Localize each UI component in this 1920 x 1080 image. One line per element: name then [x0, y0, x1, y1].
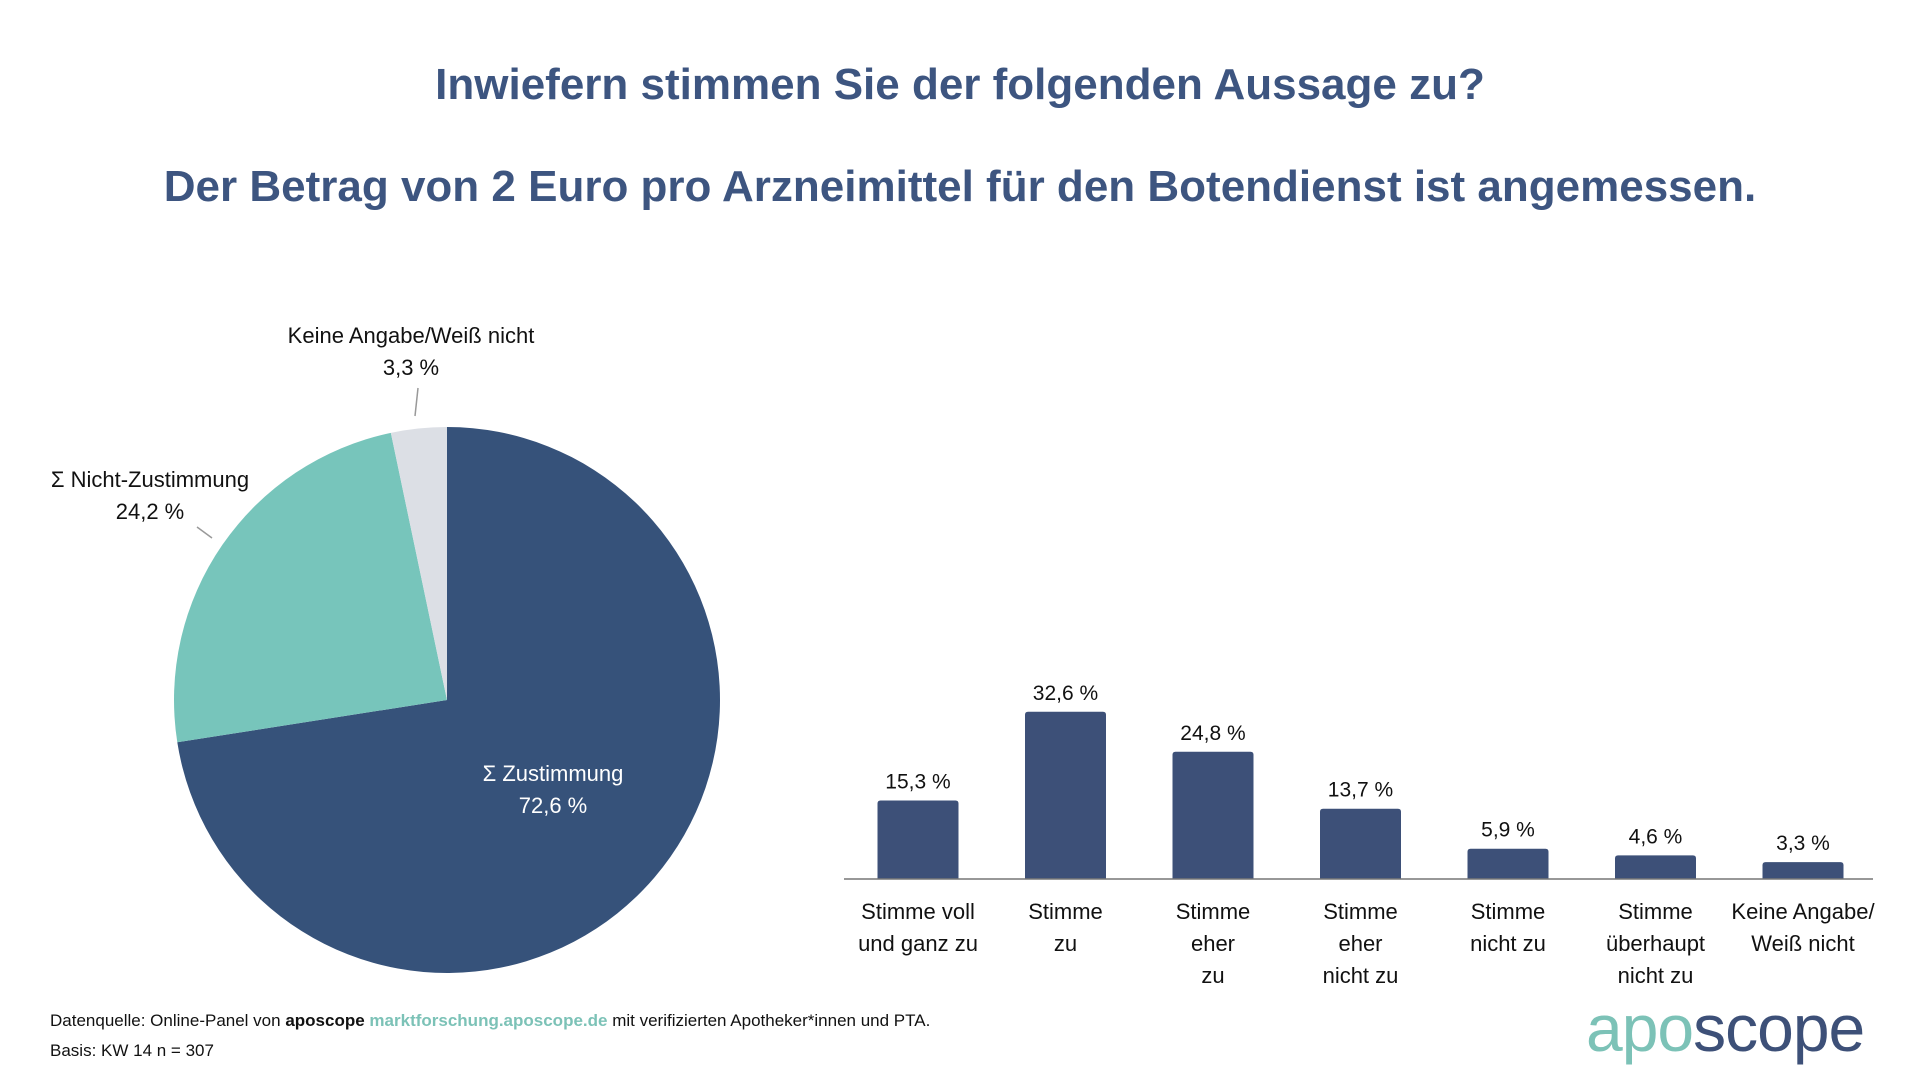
pie-slice-0	[177, 427, 721, 973]
chart-title: Inwiefern stimmen Sie der folgenden Auss…	[435, 60, 1485, 109]
bar-value-label-0: 15,3 %	[885, 771, 950, 794]
bar-6	[1762, 862, 1844, 879]
leader-line-none	[414, 387, 419, 417]
pie-label-2: Keine Angabe/Weiß nicht	[288, 323, 535, 348]
basis-note: Basis: KW 14 n = 307	[50, 1041, 214, 1060]
leader-line-disagree	[196, 526, 213, 539]
bar-value-label-5: 4,6 %	[1629, 825, 1683, 848]
pie-label-0: Σ Zustimmung	[483, 761, 624, 786]
category-label-4-1: nicht zu	[1470, 931, 1546, 956]
category-label-6-0: Keine Angabe/	[1731, 899, 1875, 924]
pie-value-label-2: 3,3 %	[383, 355, 439, 380]
pie-slice-2	[390, 427, 447, 700]
source-brand: aposcope	[285, 1011, 365, 1030]
category-label-5-2: nicht zu	[1618, 963, 1694, 988]
category-label-6-1: Weiß nicht	[1751, 931, 1855, 956]
category-label-5-1: überhaupt	[1606, 931, 1705, 956]
logo-part-apo: apo	[1586, 991, 1694, 1065]
bar-value-label-3: 13,7 %	[1328, 779, 1393, 802]
category-label-3-0: Stimme	[1323, 899, 1398, 924]
category-label-1-0: Stimme	[1028, 899, 1103, 924]
chart-subtitle: Der Betrag von 2 Euro pro Arzneimittel f…	[163, 162, 1757, 211]
source-suffix: mit verifizierten Apotheker*innen und PT…	[607, 1011, 931, 1030]
source-link[interactable]: marktforschung.aposcope.de	[369, 1011, 608, 1030]
source-prefix: Datenquelle: Online-Panel von	[50, 1011, 286, 1030]
bar-value-label-4: 5,9 %	[1481, 819, 1535, 842]
pie-slice-1	[174, 432, 448, 743]
category-label-0-0: Stimme voll	[861, 899, 975, 924]
category-label-1-1: zu	[1054, 931, 1077, 956]
bar-value-label-6: 3,3 %	[1776, 832, 1830, 855]
category-label-2-1: eher	[1191, 931, 1235, 956]
bar-2	[1172, 751, 1254, 879]
source-note: Datenquelle: Online-Panel von aposcope m…	[50, 1011, 930, 1031]
category-label-3-2: nicht zu	[1323, 963, 1399, 988]
logo-part-scope: scope	[1693, 991, 1865, 1065]
bar-1	[1025, 711, 1106, 879]
bar-value-label-1: 32,6 %	[1033, 682, 1098, 705]
category-label-3-1: eher	[1338, 931, 1382, 956]
bar-0	[877, 800, 959, 879]
category-label-0-1: und ganz zu	[858, 931, 978, 956]
pie-value-label-1: 24,2 %	[116, 499, 185, 524]
pie-label-1: Σ Nicht-Zustimmung	[51, 467, 249, 492]
bar-3	[1320, 808, 1401, 879]
pie-value-label-0: 72,6 %	[519, 793, 588, 818]
bar-4	[1467, 848, 1549, 879]
category-label-2-2: zu	[1201, 963, 1224, 988]
bar-5	[1615, 855, 1696, 879]
category-label-5-0: Stimme	[1618, 899, 1693, 924]
category-label-2-0: Stimme	[1176, 899, 1251, 924]
category-label-4-0: Stimme	[1471, 899, 1546, 924]
aposcope-logo: aposcope	[1586, 990, 1865, 1066]
bar-value-label-2: 24,8 %	[1180, 722, 1245, 745]
